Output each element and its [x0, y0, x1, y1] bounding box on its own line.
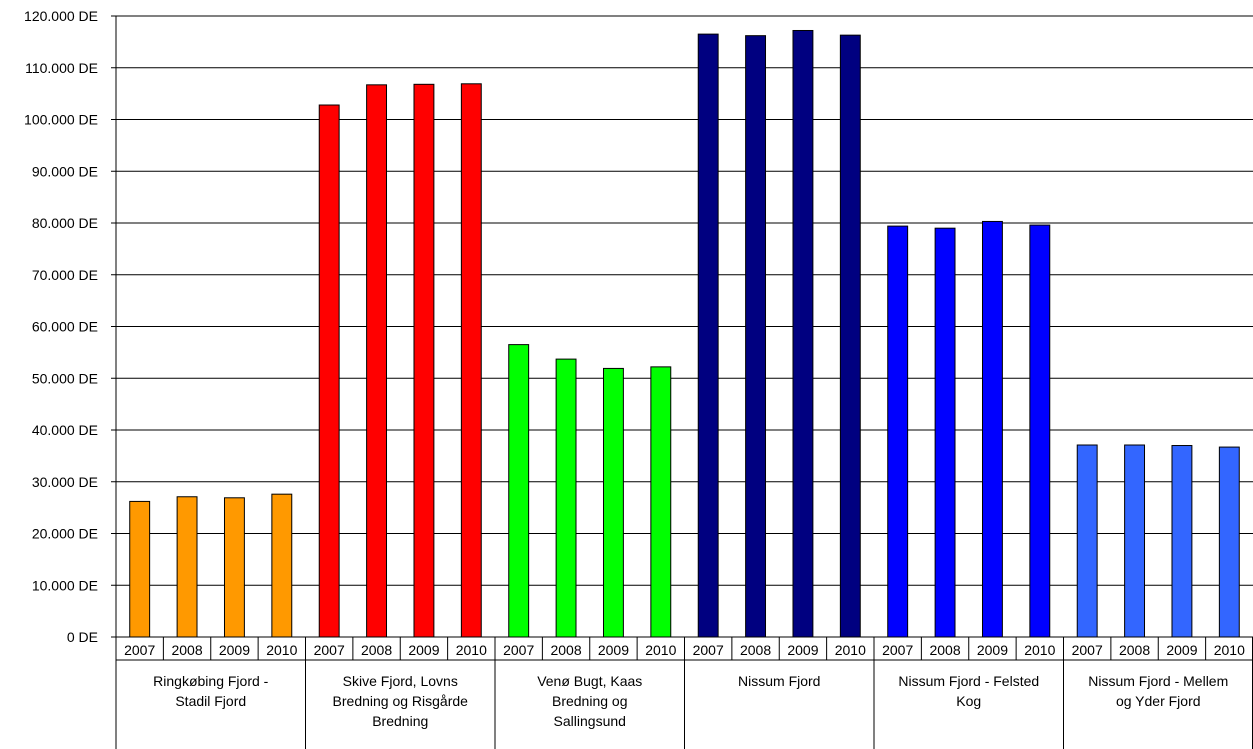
bar	[1124, 444, 1146, 638]
x-tick-label: 2010	[266, 642, 297, 658]
bar	[792, 29, 814, 638]
y-tick-label: 50.000 DE	[32, 370, 98, 386]
group-label: Ringkøbing Fjord -	[153, 673, 268, 689]
bar	[176, 496, 198, 638]
group-label: og Yder Fjord	[1116, 693, 1201, 709]
bar	[981, 220, 1003, 638]
y-tick-label: 110.000 DE	[25, 60, 98, 76]
x-tick-label: 2007	[693, 642, 724, 658]
x-tick-label: 2009	[977, 642, 1008, 658]
bar	[650, 366, 672, 638]
group-label: Bredning og	[552, 693, 628, 709]
bar	[318, 104, 340, 638]
bar	[366, 84, 388, 638]
group-label: Nissum Fjord - Mellem	[1088, 673, 1228, 689]
bar	[1029, 224, 1051, 638]
bar	[887, 225, 909, 638]
y-tick-label: 100.000 DE	[24, 112, 98, 128]
bar	[129, 500, 151, 638]
x-tick-label: 2007	[882, 642, 913, 658]
y-tick-label: 30.000 DE	[32, 474, 98, 490]
x-tick-label: 2010	[1024, 642, 1055, 658]
bar	[413, 83, 435, 638]
x-tick-label: 2009	[1166, 642, 1197, 658]
y-tick-label: 70.000 DE	[32, 267, 98, 283]
group-label: Stadil Fjord	[175, 693, 246, 709]
y-tick-label: 10.000 DE	[32, 577, 98, 593]
bar	[839, 34, 861, 638]
x-tick-label: 2007	[1072, 642, 1103, 658]
x-tick-label: 2010	[456, 642, 487, 658]
group-label: Bredning og Risgårde	[333, 693, 469, 709]
y-tick-label: 90.000 DE	[32, 163, 98, 179]
x-tick-label: 2008	[740, 642, 771, 658]
x-tick-label: 2007	[314, 642, 345, 658]
x-tick-label: 2009	[598, 642, 629, 658]
x-tick-label: 2007	[124, 642, 155, 658]
bar	[1076, 444, 1098, 638]
x-tick-label: 2007	[503, 642, 534, 658]
y-tick-label: 20.000 DE	[32, 526, 98, 542]
bar	[555, 358, 577, 638]
x-tick-label: 2010	[1214, 642, 1245, 658]
y-tick-label: 40.000 DE	[32, 422, 98, 438]
bar	[1218, 446, 1240, 638]
group-label: Nissum Fjord - Felsted	[898, 673, 1039, 689]
x-tick-label: 2010	[645, 642, 676, 658]
group-label: Skive Fjord, Lovns	[343, 673, 458, 689]
bar	[460, 83, 482, 638]
group-label: Sallingsund	[554, 713, 626, 729]
y-tick-label: 60.000 DE	[32, 319, 98, 335]
group-label: Venø Bugt, Kaas	[537, 673, 642, 689]
bar	[697, 33, 719, 638]
bar	[1171, 445, 1193, 638]
x-tick-label: 2008	[171, 642, 202, 658]
x-tick-label: 2010	[835, 642, 866, 658]
bar	[602, 367, 624, 638]
x-tick-label: 2008	[361, 642, 392, 658]
x-tick-label: 2009	[219, 642, 250, 658]
bar	[271, 493, 293, 638]
x-tick-label: 2008	[550, 642, 581, 658]
y-tick-label: 120.000 DE	[24, 8, 98, 24]
group-label: Kog	[956, 693, 981, 709]
bar	[934, 227, 956, 638]
group-label: Bredning	[372, 713, 428, 729]
x-tick-label: 2008	[929, 642, 960, 658]
bar	[745, 35, 767, 638]
x-tick-label: 2009	[408, 642, 439, 658]
bar	[223, 497, 245, 638]
y-tick-label: 80.000 DE	[32, 215, 98, 231]
bar	[508, 344, 530, 638]
group-label: Nissum Fjord	[738, 673, 820, 689]
y-tick-label: 0 DE	[67, 629, 98, 645]
x-tick-label: 2009	[787, 642, 818, 658]
x-tick-label: 2008	[1119, 642, 1150, 658]
